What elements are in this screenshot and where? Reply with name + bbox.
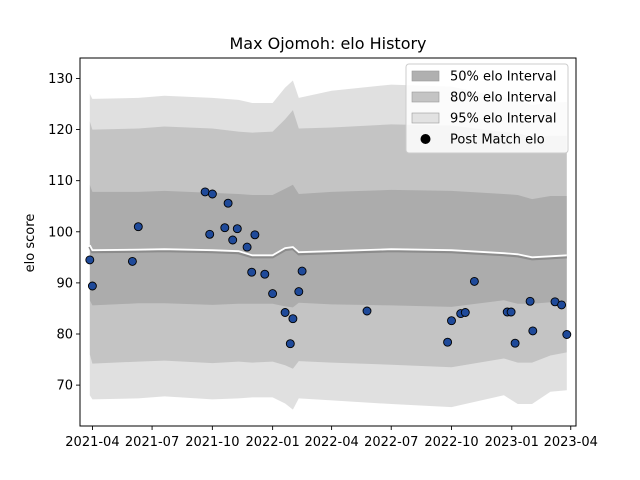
mean-elo-line-shadow [88,245,567,261]
x-tick-label: 2021-07 [125,435,179,450]
post-match-elo-point [223,198,233,208]
post-match-elo-point [205,229,215,239]
x-tick-label: 2022-10 [424,435,478,450]
legend-label: 80% elo Interval [450,91,557,106]
legend-swatch [411,112,440,124]
y-axis-label: elo score [23,214,38,273]
post-match-elo-point [447,316,456,326]
post-match-elo-point [228,235,238,245]
band-95-interval [89,80,567,410]
legend-swatch [411,70,440,82]
post-match-elo-point [280,308,290,317]
post-match-elo-point [242,242,252,252]
legend-swatch [411,91,440,103]
post-match-elo-point [510,338,520,348]
post-match-elo-point [127,256,137,266]
post-match-elo-point [200,187,210,197]
y-tick-label: 120 [48,123,73,138]
post-match-elo-point [443,337,453,347]
legend-label: 50% elo Interval [450,70,557,85]
x-tick-label: 2023-04 [544,435,598,450]
post-match-elo-point [297,266,307,276]
post-match-elo-point [232,224,242,234]
post-match-elo-point [288,314,298,324]
legend-marker [420,134,431,144]
plot-content [85,80,572,410]
post-match-elo-point [362,306,372,316]
x-tick-label: 2021-04 [65,435,119,450]
chart-title: Max Ojomoh: elo History [229,34,426,53]
y-tick-label: 80 [56,328,73,343]
post-match-elo-point [525,296,535,306]
post-match-elo-point [87,281,97,291]
y-tick-label: 70 [56,379,73,394]
y-tick-label: 110 [48,174,73,189]
y-tick-label: 90 [56,276,73,291]
x-tick-label: 2021-10 [185,435,239,450]
band-80-interval [89,110,567,369]
post-match-elo-point [528,326,538,336]
post-match-elo-point [85,255,95,265]
y-tick-label: 100 [48,225,73,240]
x-tick-label: 2022-04 [304,435,358,450]
post-match-elo-point [247,267,257,277]
post-match-elo-point [260,269,270,279]
legend-label: Post Match elo [450,133,545,148]
legend-box [405,63,569,154]
band-50-interval [89,184,567,308]
post-match-elo-point [250,230,260,240]
post-match-elo-point [557,300,567,310]
post-match-elo-point [562,330,572,339]
x-tick-label: 2022-01 [245,435,299,450]
plot-frame [79,57,577,427]
post-match-elo-point [220,223,230,233]
legend-label: 95% elo Interval [450,112,557,127]
plot-area [85,80,572,410]
x-tick-label: 2022-07 [364,435,418,450]
post-match-elo-point [294,287,304,297]
post-match-elo-point [133,222,143,232]
post-match-elo-point [460,308,470,317]
post-match-elo-point [506,307,516,317]
axes: 70 80 90 100 110 120 130 2021-04 2021-07 2021-10 2… [48,57,598,450]
post-match-elo-point [207,189,217,199]
post-match-elo-point [285,339,295,349]
post-match-elo-point [268,289,278,299]
post-match-elo-point [469,276,479,286]
mean-elo-line [88,244,567,259]
legend: 50% elo Interval 80% elo Interval 95% elo … [405,63,569,154]
y-tick-label: 130 [48,72,73,87]
x-tick-label: 2023-01 [485,435,539,450]
